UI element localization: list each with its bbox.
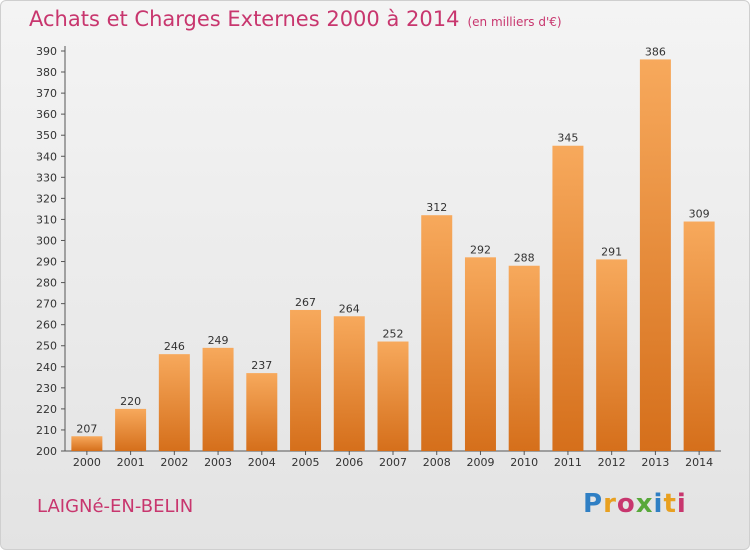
x-tick-label: 2004 xyxy=(248,456,276,469)
y-tick-label: 390 xyxy=(36,45,57,58)
y-tick-label: 300 xyxy=(36,234,57,247)
bar-value-label: 220 xyxy=(120,395,141,408)
bar xyxy=(115,408,147,451)
x-tick-label: 2012 xyxy=(598,456,626,469)
y-tick-label: 380 xyxy=(36,66,57,79)
y-tick-label: 330 xyxy=(36,171,57,184)
bar xyxy=(290,309,322,451)
chart-subtitle: (en milliers d'€) xyxy=(467,15,562,29)
y-tick-label: 260 xyxy=(36,319,57,332)
y-tick-label: 340 xyxy=(36,150,57,163)
bar xyxy=(333,316,365,451)
y-tick-label: 270 xyxy=(36,298,57,311)
y-tick-label: 310 xyxy=(36,213,57,226)
bar xyxy=(464,257,496,451)
x-tick-label: 2001 xyxy=(117,456,145,469)
bar-value-label: 386 xyxy=(645,45,666,58)
logo-letter: x xyxy=(635,489,654,519)
chart-title-text: Achats et Charges Externes 2000 à 2014 xyxy=(29,7,460,31)
bar xyxy=(508,265,540,451)
y-tick-label: 320 xyxy=(36,192,57,205)
bar xyxy=(71,436,103,451)
logo-letter: o xyxy=(616,489,636,519)
bar xyxy=(596,259,628,451)
x-tick-label: 2010 xyxy=(510,456,538,469)
bar xyxy=(683,221,715,451)
logo-letter: r xyxy=(603,489,617,519)
y-tick-label: 280 xyxy=(36,277,57,290)
bar-value-label: 292 xyxy=(470,243,491,256)
y-tick-label: 360 xyxy=(36,108,57,121)
x-tick-label: 2006 xyxy=(335,456,363,469)
bar xyxy=(246,373,278,451)
logo-letter: t xyxy=(663,489,677,519)
x-tick-label: 2007 xyxy=(379,456,407,469)
x-tick-label: 2011 xyxy=(554,456,582,469)
town-name: LAIGNé-EN-BELIN xyxy=(37,496,194,517)
x-tick-label: 2005 xyxy=(292,456,320,469)
bar-value-label: 267 xyxy=(295,296,316,309)
bar-value-label: 264 xyxy=(339,302,360,315)
bar-value-label: 252 xyxy=(383,328,404,341)
logo-letter: i xyxy=(676,489,687,519)
bar-value-label: 246 xyxy=(164,340,185,353)
y-tick-label: 350 xyxy=(36,129,57,142)
y-tick-label: 200 xyxy=(36,445,57,458)
bar-value-label: 207 xyxy=(76,422,97,435)
x-tick-label: 2009 xyxy=(466,456,494,469)
x-tick-label: 2014 xyxy=(685,456,713,469)
y-tick-label: 290 xyxy=(36,256,57,269)
chart-title: Achats et Charges Externes 2000 à 2014 (e… xyxy=(29,7,562,31)
x-tick-label: 2003 xyxy=(204,456,232,469)
bar xyxy=(377,341,409,451)
bar-value-label: 312 xyxy=(426,201,447,214)
bar xyxy=(421,215,453,451)
bar-value-label: 345 xyxy=(557,132,578,145)
logo-letter: P xyxy=(583,489,604,519)
y-tick-label: 210 xyxy=(36,424,57,437)
bar-value-label: 249 xyxy=(208,334,229,347)
proxiti-logo: Proxiti xyxy=(583,489,687,519)
x-tick-label: 2000 xyxy=(73,456,101,469)
bar xyxy=(552,145,584,451)
y-tick-label: 370 xyxy=(36,87,57,100)
x-tick-label: 2013 xyxy=(641,456,669,469)
logo-letter: i xyxy=(653,489,664,519)
bar-value-label: 237 xyxy=(251,359,272,372)
bar-value-label: 291 xyxy=(601,245,622,258)
y-tick-label: 220 xyxy=(36,403,57,416)
bar xyxy=(639,59,671,451)
x-tick-label: 2008 xyxy=(423,456,451,469)
bar xyxy=(158,354,190,451)
bar-value-label: 288 xyxy=(514,252,535,265)
y-tick-label: 250 xyxy=(36,340,57,353)
x-tick-label: 2002 xyxy=(160,456,188,469)
y-tick-label: 240 xyxy=(36,361,57,374)
bar-value-label: 309 xyxy=(689,208,710,221)
bar xyxy=(202,347,234,451)
y-tick-label: 230 xyxy=(36,382,57,395)
